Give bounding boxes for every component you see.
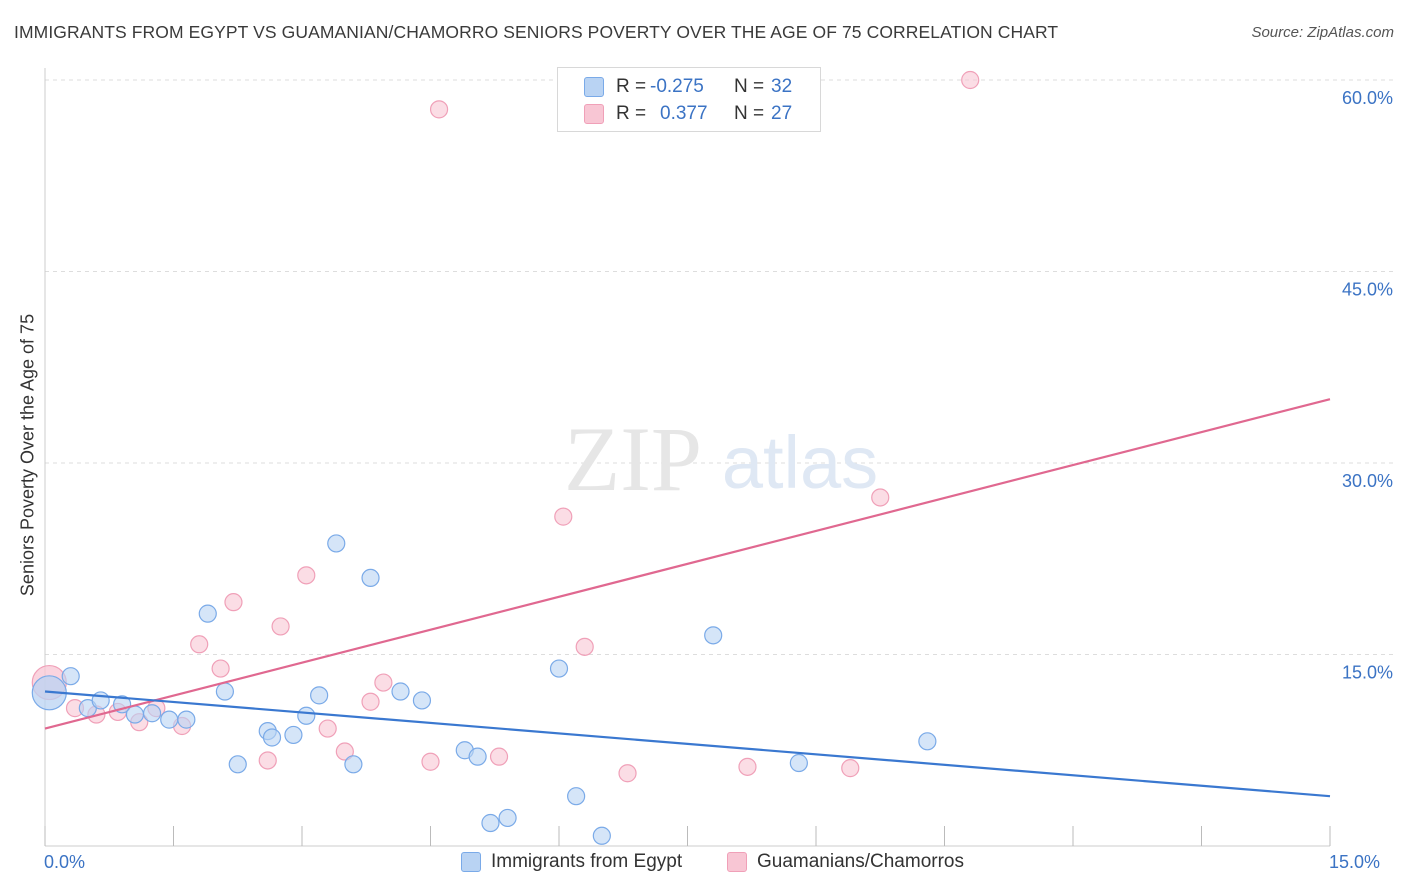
y-axis-label: Seniors Poverty Over the Age of 75: [17, 313, 38, 597]
guamanian-point: [271, 617, 290, 636]
guamanian-swatch-icon: [584, 104, 604, 124]
y-tick-label: 60.0%: [1342, 88, 1393, 108]
guamanian-legend-swatch-icon: [727, 852, 747, 872]
correlation-row-guamanian: R = 0.377 N = 27: [558, 101, 820, 127]
egypt-point: [412, 691, 432, 710]
guamanian-point: [554, 507, 573, 526]
correlation-row-egypt: R = -0.275 N = 32: [558, 74, 820, 100]
guamanian-point: [738, 757, 757, 776]
egypt-point: [498, 808, 517, 828]
x-tick-label-min: 0.0%: [44, 852, 86, 872]
watermark: ZIP atlas: [564, 408, 878, 510]
correlation-legend: R = -0.275 N = 32 R = 0.377 N = 27: [557, 67, 821, 132]
guamanian-point: [429, 100, 449, 119]
egypt-point: [284, 725, 303, 745]
watermark-zip: ZIP: [564, 408, 702, 510]
guamanian-point: [224, 593, 243, 612]
watermark-atlas: atlas: [722, 421, 878, 504]
n-value: 32: [771, 76, 793, 97]
egypt-point: [125, 705, 145, 724]
n-value: 27: [771, 103, 793, 124]
egypt-point: [215, 682, 234, 701]
egypt-point: [549, 659, 569, 678]
egypt-point: [592, 826, 611, 845]
guamanian-point: [211, 659, 230, 678]
trend-lines: [44, 398, 1331, 798]
n-label: N =: [734, 76, 765, 97]
legend-item-guamanian: Guamanians/Chamorros: [727, 851, 964, 873]
guamanian-point: [190, 635, 209, 654]
egypt-point: [344, 755, 363, 774]
source-label: Source: ZipAtlas.com: [1251, 24, 1394, 41]
x-tick-label-max: 15.0%: [1329, 852, 1381, 872]
y-tick-label: 30.0%: [1342, 471, 1393, 491]
guamanian-point: [871, 488, 890, 507]
egypt-point: [567, 787, 586, 806]
legend-label-guamanian: Guamanians/Chamorros: [757, 851, 964, 872]
egypt-point: [391, 682, 410, 701]
guamanian-point: [297, 566, 316, 585]
n-label: N =: [734, 103, 765, 124]
r-value: 0.377: [660, 103, 708, 124]
egypt-point: [297, 706, 316, 725]
egypt-point: [142, 704, 162, 723]
egypt-point: [481, 813, 500, 833]
guamanian-point: [841, 759, 860, 778]
y-tick-label: 45.0%: [1342, 280, 1393, 300]
r-label: R =: [616, 76, 647, 97]
egypt-point: [918, 732, 937, 751]
egypt-point: [160, 710, 179, 729]
guamanian-point: [575, 637, 594, 656]
guamanian-point: [374, 673, 393, 692]
guamanian-point: [361, 692, 380, 711]
egypt-swatch-icon: [584, 77, 604, 97]
grid-lines: [45, 79, 1395, 655]
egypt-point: [177, 710, 196, 729]
chart-title: IMMIGRANTS FROM EGYPT VS GUAMANIAN/CHAMO…: [14, 22, 1059, 42]
egypt-legend-swatch-icon: [461, 852, 481, 872]
bottom-legend: Immigrants from Egypt Guamanians/Chamorr…: [0, 851, 1406, 879]
series-egypt-points: [31, 534, 937, 845]
egypt-point: [262, 728, 282, 747]
guamanian-point: [961, 70, 980, 90]
egypt-point: [327, 534, 346, 553]
y-tick-label: 15.0%: [1342, 663, 1393, 683]
guamanian-point: [318, 719, 337, 738]
y-axis-label-wrap: Seniors Poverty Over the Age of 75: [0, 260, 56, 650]
axes: [44, 68, 1331, 847]
egypt-point: [310, 686, 329, 705]
guamanian-point: [618, 764, 637, 783]
egypt-point: [468, 747, 487, 766]
r-label: R =: [616, 103, 647, 124]
guamanian-trend-line: [44, 398, 1331, 730]
egypt-point: [198, 604, 217, 623]
egypt-point: [361, 568, 380, 588]
guamanian-point: [258, 751, 277, 770]
r-value: -0.275: [650, 76, 704, 97]
guamanian-point: [489, 747, 509, 766]
y-tick-labels: 15.0% 30.0% 45.0% 60.0%: [1342, 88, 1393, 683]
legend-label-egypt: Immigrants from Egypt: [491, 851, 683, 872]
egypt-point: [704, 626, 723, 645]
egypt-point: [228, 755, 247, 774]
guamanian-point: [335, 742, 354, 761]
egypt-trend-line: [44, 690, 1331, 798]
egypt-point: [789, 753, 808, 773]
egypt-point: [61, 667, 80, 686]
guamanian-point: [421, 752, 440, 771]
legend-item-egypt: Immigrants from Egypt: [461, 851, 682, 873]
